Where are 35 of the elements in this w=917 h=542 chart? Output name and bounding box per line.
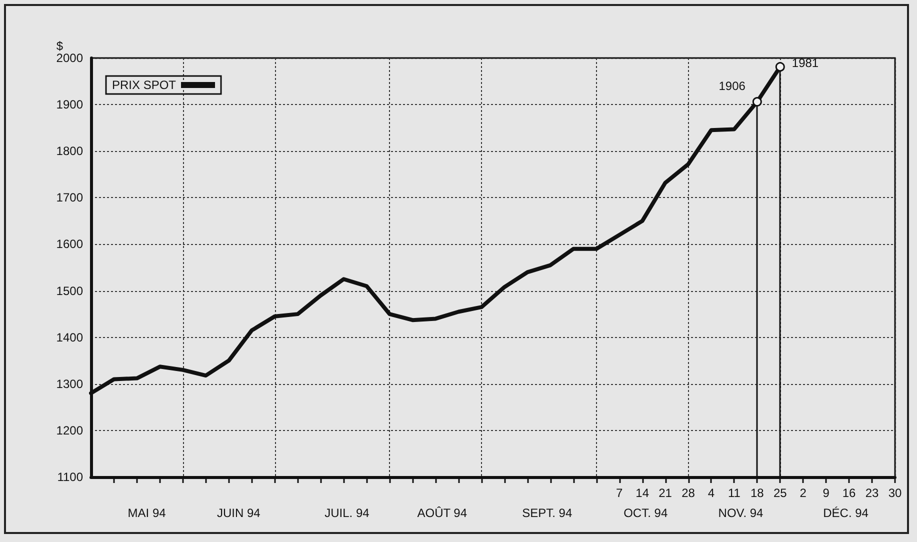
x-tick-label: 25: [773, 486, 788, 500]
x-tick-label: 18: [750, 486, 764, 500]
y-tick-label: 1700: [56, 190, 84, 205]
x-tick-label: 14: [636, 486, 650, 500]
y-tick-label: 2000: [56, 51, 84, 65]
x2-tick-label: MAI 94: [128, 506, 166, 520]
annotation: 1906: [718, 78, 746, 93]
x2-tick-label: SEPT. 94: [522, 506, 572, 520]
x-tick-label: 30: [888, 486, 902, 500]
y-tick-label: 1100: [57, 470, 84, 484]
y-tick-label: 1600: [56, 237, 84, 252]
x2-tick-label: OCT. 94: [624, 506, 668, 520]
x-tick-label: 4: [708, 486, 715, 500]
x-tick-label: 23: [865, 486, 880, 500]
x-tick-label: 11: [728, 486, 741, 500]
y-tick-label: 1200: [56, 423, 84, 438]
y-tick-label: 1800: [56, 144, 84, 158]
y-axis-title: $: [56, 39, 64, 54]
x-tick-label: 16: [842, 486, 856, 500]
x-tick-label: 9: [822, 486, 830, 500]
y-tick-label: 1900: [56, 98, 84, 112]
x-tick-label: 28: [682, 486, 696, 500]
x2-tick-label: AOÛT 94: [417, 506, 468, 520]
x-tick-label: 7: [616, 486, 623, 500]
x-tick-label: 21: [658, 486, 672, 500]
legend-label: PRIX SPOT: [112, 78, 177, 92]
x2-tick-label: JUIN 94: [216, 506, 261, 520]
y-tick-label: 1300: [56, 376, 84, 391]
annotation: 1981: [792, 56, 819, 70]
y-tick-label: 1500: [56, 284, 84, 298]
x2-tick-label: JUIL. 94: [324, 506, 370, 520]
x-tick-label: 2: [800, 486, 807, 500]
y-tick-label: 1400: [56, 330, 84, 344]
x2-tick-label: NOV. 94: [718, 506, 764, 520]
x2-tick-label: DÉC. 94: [823, 506, 869, 520]
